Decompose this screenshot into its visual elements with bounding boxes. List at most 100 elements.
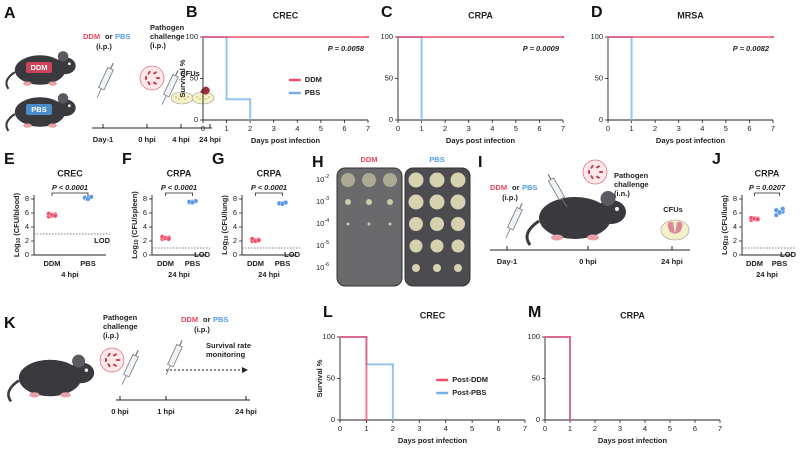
syringe-barrel [507, 206, 523, 231]
readout-label: CFUs [180, 69, 200, 78]
y-tick-label: 0 [25, 250, 29, 259]
y-tick-label: 0 [733, 250, 737, 259]
y-tick-label: 100 [590, 32, 603, 41]
x-tick-label: 0 [543, 424, 547, 433]
mouse-foot [23, 123, 32, 128]
syringe-icon [121, 349, 139, 385]
lod-label: LOD [94, 236, 110, 245]
syringe-needle [165, 365, 171, 375]
agent-pbs: PBS [522, 183, 537, 192]
syringe-needle [505, 228, 511, 238]
y-tick-label: 0 [331, 415, 335, 424]
legend-label: PBS [305, 88, 320, 97]
p-value: P = 0.0082 [733, 44, 770, 53]
chart-title: CRPA [167, 168, 192, 178]
x-tick-label: 2 [248, 124, 252, 133]
y-tick-label: 6 [25, 208, 29, 217]
bacterium [145, 75, 148, 81]
x-sublabel: 24 hpi [258, 270, 280, 279]
data-point [256, 237, 262, 243]
panel-letter: I [478, 154, 482, 171]
y-label-sub: 10 [224, 235, 230, 241]
colony-spot [450, 194, 466, 210]
colony-spot [408, 194, 424, 210]
colony-spot [429, 172, 445, 188]
dilution-label: 10-4 [316, 218, 329, 228]
dilution-label: 10-3 [316, 196, 329, 206]
mouse-icon [7, 354, 95, 403]
chart-title: CREC [273, 10, 299, 20]
mouse-tail [5, 113, 16, 132]
y-tick-label: 50 [532, 373, 540, 382]
colony [181, 96, 183, 98]
mouse-eye [68, 62, 71, 66]
colony [196, 96, 198, 98]
y-tick-label: 50 [595, 73, 603, 82]
organ-icon [200, 86, 210, 95]
syringe-icon [161, 69, 179, 105]
syringe-icon [505, 202, 523, 238]
mouse-label: DDM [30, 63, 47, 72]
timeline-label: Day-1 [93, 135, 113, 144]
colony-spot [430, 239, 444, 253]
colony [187, 96, 189, 98]
x-tick-label: 6 [693, 424, 697, 433]
x-tick-label: 0 [338, 424, 342, 433]
y-label-rest: (CFU/lung) [220, 195, 229, 234]
dilution-base: 10 [316, 175, 324, 184]
bacterium [113, 353, 118, 357]
x-axis-label: Days post infection [598, 436, 668, 445]
x-axis-label: Days post infection [656, 136, 726, 145]
agar-plate [660, 219, 690, 241]
x-tick-label: PBS [80, 259, 95, 268]
y-tick-label: 6 [733, 208, 737, 217]
y-tick-label: 8 [233, 194, 237, 203]
p-value: P < 0.0001 [52, 183, 88, 192]
chart-title: CRPA [468, 10, 493, 20]
syringe-barrel [123, 353, 139, 378]
data-point [189, 199, 195, 205]
x-tick-label: 7 [366, 124, 370, 133]
x-tick-label: 1 [629, 124, 633, 133]
panel-letter: J [712, 151, 721, 168]
dilution-exponent: -2 [324, 174, 329, 180]
colony-spot [451, 239, 465, 253]
significance-bracket [51, 192, 89, 196]
panel-letter: D [591, 4, 603, 21]
x-axis-label: Days post infection [446, 136, 516, 145]
x-tick-label: 5 [470, 424, 474, 433]
mouse-label: PBS [31, 105, 46, 114]
p-value: P < 0.0001 [161, 183, 197, 192]
x-tick-label: PBS [185, 259, 200, 268]
y-label-rest: (CFU/lung) [720, 195, 729, 234]
x-axis-label: Days post infection [398, 436, 468, 445]
y-label-log: Log [220, 241, 229, 255]
x-tick-label: PBS [275, 259, 290, 268]
bacterium [147, 70, 151, 75]
route-treat: (i.p.) [194, 325, 210, 334]
mouse-foot [23, 81, 32, 86]
y-tick-label: 2 [25, 236, 29, 245]
mouse-tail [7, 379, 20, 403]
colony [208, 96, 210, 98]
y-tick-label: 50 [327, 373, 335, 382]
timeline-label: 24 hpi [661, 257, 683, 266]
data-point [755, 216, 761, 222]
colony [175, 96, 177, 98]
mouse-foot [29, 392, 40, 398]
mouse-eye [68, 104, 71, 108]
data-point [166, 236, 172, 242]
agent-ddm: DDM [181, 315, 198, 324]
y-tick-label: 4 [733, 222, 737, 231]
y-axis-label: Survival % [178, 59, 187, 97]
bacterium [107, 352, 111, 357]
challenge-label: Pathogen [103, 313, 138, 322]
x-tick-label: 6 [747, 124, 751, 133]
y-tick-label: 2 [233, 236, 237, 245]
monitor-label: monitoring [206, 350, 246, 359]
syringe-needle [96, 88, 102, 98]
colony-spot [433, 264, 441, 272]
x-tick-label: 4 [444, 424, 448, 433]
x-tick-label: 7 [718, 424, 722, 433]
y-tick-label: 50 [190, 73, 198, 82]
